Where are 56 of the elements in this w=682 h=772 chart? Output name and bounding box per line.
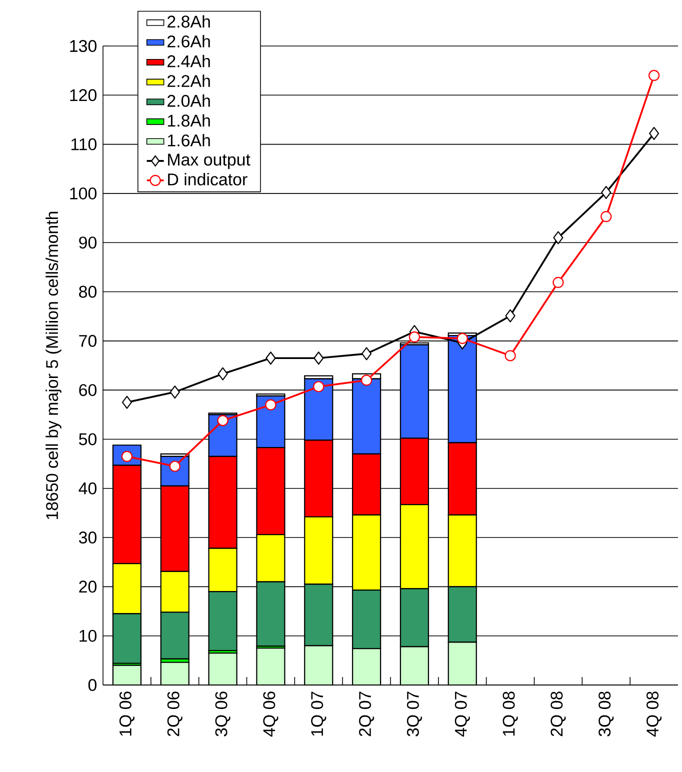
x-tick-label: 4Q 08 xyxy=(646,692,662,737)
x-tick-label: 2Q 06 xyxy=(167,692,182,736)
y-tick-label: 70 xyxy=(79,334,96,347)
y-tick-label: 110 xyxy=(71,138,96,150)
legend-label: 1.6Ah xyxy=(168,134,210,146)
point xyxy=(600,211,612,222)
y-tick-label: 20 xyxy=(79,580,96,593)
point xyxy=(553,231,564,244)
point xyxy=(648,70,660,82)
y-tick-label: 40 xyxy=(78,482,96,494)
x-tick-label: 2Q 08 xyxy=(550,692,566,736)
point xyxy=(360,374,372,386)
point xyxy=(505,309,516,322)
point xyxy=(601,186,612,200)
x-tick-label: 1Q 06 xyxy=(119,692,134,736)
legend-label: 2.0Ah xyxy=(168,94,210,107)
y-tick-label: 130 xyxy=(70,40,96,52)
y-tick-label: 60 xyxy=(79,384,96,396)
point xyxy=(504,350,516,362)
point xyxy=(122,396,132,409)
x-tick-label: 3Q 06 xyxy=(215,692,230,736)
legend-label: Max output xyxy=(168,154,250,169)
x-tick-label: 1Q 08 xyxy=(502,692,518,736)
y-tick-label: 90 xyxy=(79,236,96,249)
legend-label: 1.8Ah xyxy=(168,114,210,127)
y-tick-label: 30 xyxy=(78,532,96,544)
point xyxy=(456,332,468,344)
point xyxy=(217,414,228,426)
x-tick-label: 1Q 07 xyxy=(311,692,326,736)
y-tick-label: 10 xyxy=(80,630,96,642)
point xyxy=(170,385,180,399)
point xyxy=(408,331,420,343)
point xyxy=(265,399,276,410)
y-axis-title: 18650 cell by major 5 (Million cells/month xyxy=(46,212,62,520)
legend-label: 2.6Ah xyxy=(168,35,210,48)
point xyxy=(648,126,660,140)
y-tick-label: 100 xyxy=(70,187,96,200)
x-tick-label: 2Q 07 xyxy=(359,692,374,736)
legend-label: D indicator xyxy=(168,173,248,186)
x-tick-label: 4Q 07 xyxy=(454,692,470,737)
point xyxy=(266,352,276,365)
point xyxy=(552,276,564,288)
legend-label: 2.4Ah xyxy=(168,54,210,68)
point xyxy=(218,367,228,380)
y-tick-label: 50 xyxy=(78,433,96,446)
x-tick-label: 4Q 06 xyxy=(263,692,278,737)
x-tick-label: 3Q 08 xyxy=(598,692,614,736)
y-tick-label: 80 xyxy=(79,286,96,298)
point xyxy=(361,347,372,360)
x-tick-label: 3Q 07 xyxy=(406,692,422,736)
legend-label: 2.2Ah xyxy=(168,74,210,87)
y-tick-label: 0 xyxy=(88,678,96,691)
point xyxy=(314,352,324,365)
point xyxy=(313,381,324,392)
y-tick-label: 120 xyxy=(70,89,96,102)
legend-label: 2.8Ah xyxy=(168,15,210,28)
